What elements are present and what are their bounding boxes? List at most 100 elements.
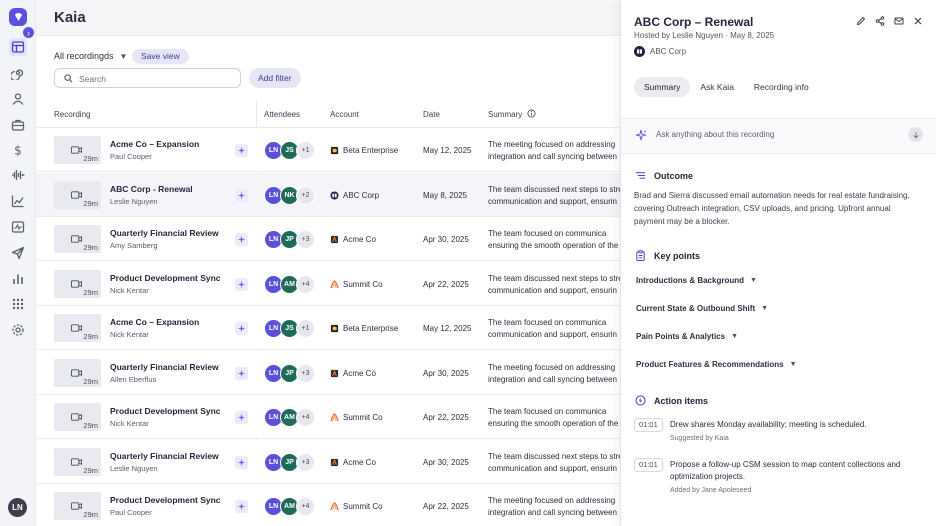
more-attendees-badge[interactable]: +4: [296, 274, 315, 294]
column-header-recording[interactable]: Recording: [54, 110, 91, 119]
ai-sparkle-icon[interactable]: [235, 500, 248, 513]
more-attendees-badge[interactable]: +3: [296, 230, 315, 249]
recording-thumbnail[interactable]: 29m: [54, 447, 101, 476]
more-attendees-badge[interactable]: +3: [296, 452, 315, 472]
recording-thumbnail[interactable]: 29m: [54, 180, 101, 209]
recording-title[interactable]: Product Development Sync: [110, 272, 221, 283]
table-row[interactable]: 29m Quarterly Financial Review Amy Samberg…: [36, 217, 636, 261]
nav-settings-icon[interactable]: [9, 321, 27, 339]
ai-sparkle-icon[interactable]: [235, 144, 248, 157]
nav-send-icon[interactable]: [9, 244, 27, 262]
account-cell[interactable]: Summit Co: [330, 280, 383, 289]
nav-trend-icon[interactable]: [9, 192, 27, 210]
account-cell[interactable]: Acme Co: [330, 235, 376, 244]
attendee-avatar[interactable]: LN: [264, 141, 283, 160]
table-row[interactable]: 29m Quarterly Financial Review Leslie Nguy…: [36, 439, 636, 484]
account-cell[interactable]: Acme Co: [330, 458, 376, 467]
more-attendees-badge[interactable]: +4: [296, 497, 315, 516]
table-row[interactable]: 29m Acme Co – Expansion Paul Cooper LN JS +1 B…: [36, 128, 636, 172]
tab-recording-info[interactable]: Recording info: [753, 82, 809, 92]
account-cell[interactable]: Summit Co: [330, 413, 383, 422]
share-icon[interactable]: [874, 15, 885, 26]
attendee-avatar[interactable]: LN: [264, 497, 283, 516]
table-row[interactable]: 29m Product Development Sync Paul Cooper LN…: [36, 484, 636, 526]
ai-sparkle-icon[interactable]: [235, 322, 248, 335]
ask-bar[interactable]: Ask anything about this recording: [621, 118, 936, 154]
send-icon[interactable]: [908, 127, 923, 142]
account-cell[interactable]: Acme Co: [330, 369, 376, 378]
nav-user-icon[interactable]: [9, 90, 27, 108]
nav-activity-icon[interactable]: [9, 218, 27, 236]
recording-title[interactable]: ABC Corp - Renewal: [110, 183, 193, 194]
more-attendees-badge[interactable]: +2: [296, 185, 315, 205]
view-selector[interactable]: All recordingds ▼: [54, 51, 127, 61]
action-item[interactable]: 01:01 Drew shares Monday availability; m…: [634, 418, 924, 446]
recording-title[interactable]: Quarterly Financial Review: [110, 450, 219, 461]
edit-icon[interactable]: [855, 15, 866, 26]
more-attendees-badge[interactable]: +3: [296, 363, 315, 383]
recording-title[interactable]: Product Development Sync: [110, 406, 221, 416]
table-row[interactable]: 29m Acme Co – Expansion Nick Kentar LN JS +1 B…: [36, 306, 636, 350]
recording-title[interactable]: Acme Co – Expansion: [110, 139, 200, 149]
logo-icon[interactable]: [9, 8, 27, 26]
nav-waveform-icon[interactable]: [9, 166, 27, 184]
table-row[interactable]: 29m Quarterly Financial Review Allen Eberf…: [36, 350, 636, 395]
column-header-account[interactable]: Account: [330, 110, 359, 119]
add-filter-button[interactable]: Add filter: [249, 68, 301, 88]
more-attendees-badge[interactable]: +4: [296, 408, 315, 427]
nav-grid-icon[interactable]: [9, 295, 27, 313]
recording-thumbnail[interactable]: 29m: [54, 269, 101, 298]
recording-thumbnail[interactable]: 29m: [54, 136, 101, 164]
nav-dollar-icon[interactable]: $: [9, 141, 27, 159]
recording-title[interactable]: Acme Co – Expansion: [110, 317, 200, 327]
action-item[interactable]: 01:01 Propose a follow-up CSM session to…: [634, 458, 924, 498]
user-avatar[interactable]: LN: [8, 498, 27, 517]
key-point-introductions[interactable]: Introductions & Background ▼: [636, 276, 757, 285]
more-attendees-badge[interactable]: +1: [296, 141, 315, 160]
ai-sparkle-icon[interactable]: [235, 366, 248, 380]
account-cell[interactable]: ABC Corp: [330, 191, 379, 200]
expand-sidebar-icon[interactable]: ›: [22, 26, 35, 39]
ai-sparkle-icon[interactable]: [235, 277, 248, 291]
ai-sparkle-icon[interactable]: [235, 411, 248, 424]
panel-account[interactable]: ABC Corp: [634, 46, 686, 57]
nav-bar-chart-icon[interactable]: [9, 270, 27, 288]
recording-thumbnail[interactable]: 29m: [54, 403, 101, 431]
recording-thumbnail[interactable]: 29m: [54, 492, 101, 520]
info-icon[interactable]: [527, 109, 536, 118]
account-cell[interactable]: Summit Co: [330, 502, 383, 511]
ai-sparkle-icon[interactable]: [235, 455, 248, 469]
ask-input[interactable]: Ask anything about this recording: [656, 130, 775, 139]
column-header-date[interactable]: Date: [423, 110, 440, 119]
table-row[interactable]: 29m Product Development Sync Nick Kentar LN…: [36, 395, 636, 439]
table-row[interactable]: 29m ABC Corp - Renewal Leslie Nguyen LN NK +2…: [36, 172, 636, 217]
key-point-product-features[interactable]: Product Features & Recommendations ▼: [636, 360, 797, 369]
nav-briefcase-icon[interactable]: [9, 116, 27, 134]
key-point-pain-points[interactable]: Pain Points & Analytics ▼: [636, 332, 738, 341]
recording-title[interactable]: Product Development Sync: [110, 495, 221, 505]
tab-summary[interactable]: Summary: [634, 77, 691, 97]
column-header-attendees[interactable]: Attendees: [264, 110, 301, 119]
more-attendees-badge[interactable]: +1: [296, 319, 315, 338]
search-box[interactable]: [54, 68, 241, 88]
column-header-summary[interactable]: Summary: [488, 110, 523, 119]
recording-thumbnail[interactable]: 29m: [54, 225, 101, 253]
email-icon[interactable]: [893, 15, 904, 26]
search-input[interactable]: [79, 72, 229, 85]
nav-spiral-icon[interactable]: [9, 64, 27, 82]
key-point-current-state[interactable]: Current State & Outbound Shift ▼: [636, 304, 768, 313]
save-view-button[interactable]: Save view: [132, 49, 189, 64]
account-cell[interactable]: Beta Enterprise: [330, 324, 398, 333]
attendee-avatar[interactable]: JS: [280, 319, 299, 338]
ai-sparkle-icon[interactable]: [235, 233, 248, 246]
table-row[interactable]: 29m Product Development Sync Nick Kentar LN…: [36, 261, 636, 306]
recording-thumbnail[interactable]: 29m: [54, 358, 101, 387]
timestamp-badge[interactable]: 01:01: [634, 458, 663, 472]
tab-ask-kaia[interactable]: Ask Kaia: [700, 82, 734, 92]
recording-title[interactable]: Quarterly Financial Review: [110, 361, 219, 372]
ai-sparkle-icon[interactable]: [235, 188, 248, 202]
nav-recordings-icon[interactable]: [9, 38, 27, 56]
close-icon[interactable]: [912, 15, 923, 26]
recording-title[interactable]: Quarterly Financial Review: [110, 228, 219, 238]
timestamp-badge[interactable]: 01:01: [634, 418, 663, 432]
